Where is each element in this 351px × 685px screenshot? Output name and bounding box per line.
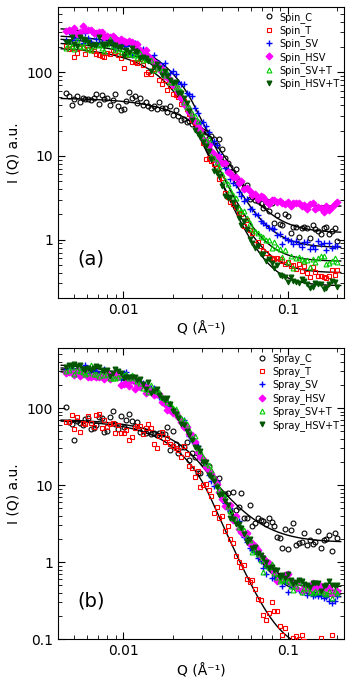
Y-axis label: I (Q) a.u.: I (Q) a.u. (7, 122, 21, 183)
Y-axis label: I (Q) a.u.: I (Q) a.u. (7, 463, 21, 524)
Text: (a): (a) (78, 250, 105, 269)
Legend: Spray_C, Spray_T, Spray_SV, Spray_HSV, Spray_SV+T, Spray_HSV+T: Spray_C, Spray_T, Spray_SV, Spray_HSV, S… (255, 351, 341, 432)
Legend: Spin_C, Spin_T, Spin_SV, Spin_HSV, Spin_SV+T, Spin_HSV+T: Spin_C, Spin_T, Spin_SV, Spin_HSV, Spin_… (261, 10, 341, 91)
Text: (b): (b) (78, 591, 105, 610)
X-axis label: Q (Å⁻¹): Q (Å⁻¹) (177, 664, 225, 678)
X-axis label: Q (Å⁻¹): Q (Å⁻¹) (177, 323, 225, 337)
